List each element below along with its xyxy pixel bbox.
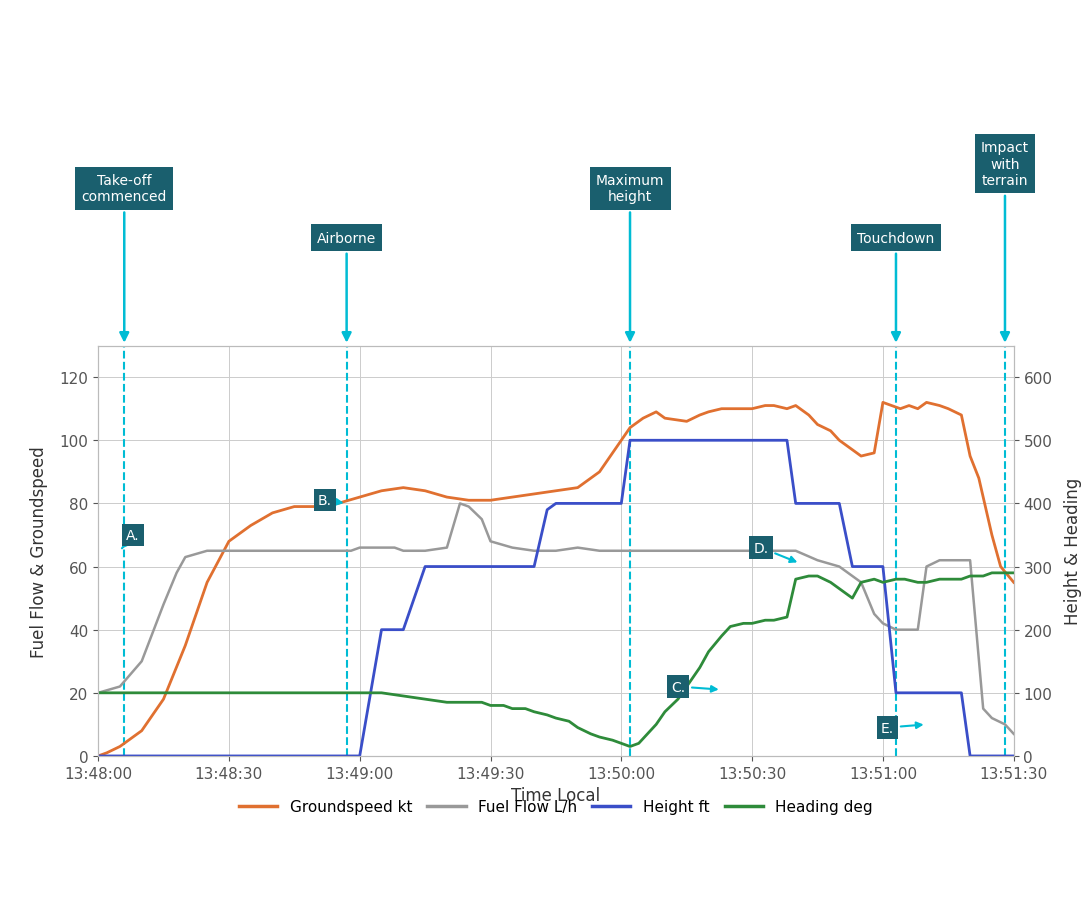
Text: C.: C. — [671, 680, 716, 694]
X-axis label: Time Local: Time Local — [511, 786, 601, 804]
Text: E.: E. — [881, 721, 921, 735]
Text: Touchdown: Touchdown — [858, 231, 934, 341]
Text: Airborne: Airborne — [317, 231, 376, 341]
Text: Maximum
height: Maximum height — [596, 174, 664, 341]
Legend: Groundspeed kt, Fuel Flow L/h, Height ft, Heading deg: Groundspeed kt, Fuel Flow L/h, Height ft… — [233, 793, 879, 820]
Y-axis label: Fuel Flow & Groundspeed: Fuel Flow & Groundspeed — [31, 445, 48, 657]
Text: D.: D. — [753, 541, 796, 562]
Text: Impact
with
terrain: Impact with terrain — [981, 141, 1029, 341]
Y-axis label: Height & Heading: Height & Heading — [1064, 477, 1081, 625]
Text: Take-off
commenced: Take-off commenced — [82, 174, 167, 341]
Text: A.: A. — [122, 528, 140, 548]
Text: B.: B. — [318, 494, 341, 507]
